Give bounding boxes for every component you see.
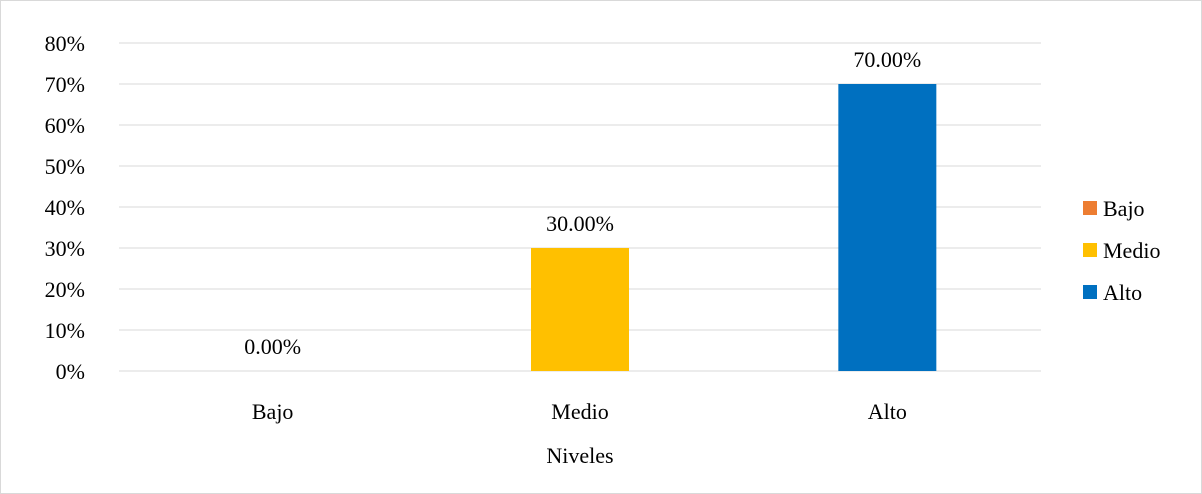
data-labels: 0.00% 30.00% 70.00% <box>244 47 921 359</box>
y-tick-label: 50% <box>45 154 85 179</box>
y-tick-label: 30% <box>45 236 85 261</box>
data-label-bajo: 0.00% <box>244 334 301 359</box>
legend-label-medio: Medio <box>1103 238 1160 263</box>
legend-swatch-bajo <box>1083 201 1097 215</box>
y-tick-label: 80% <box>45 31 85 56</box>
data-label-medio: 30.00% <box>546 211 614 236</box>
legend: Bajo Medio Alto <box>1083 196 1160 305</box>
y-tick-label: 70% <box>45 72 85 97</box>
x-axis-title: Niveles <box>546 443 613 468</box>
data-label-alto: 70.00% <box>853 47 921 72</box>
y-tick-label: 40% <box>45 195 85 220</box>
legend-swatch-medio <box>1083 243 1097 257</box>
y-tick-label: 10% <box>45 318 85 343</box>
y-tick-label: 0% <box>56 359 85 384</box>
y-axis-tick-labels: 0% 10% 20% 30% 40% 50% 60% 70% 80% <box>45 31 85 384</box>
x-tick-label-medio: Medio <box>551 399 608 424</box>
x-axis-category-labels: Bajo Medio Alto <box>252 399 907 424</box>
bar-alto <box>838 84 937 371</box>
x-tick-label-bajo: Bajo <box>252 399 294 424</box>
x-tick-label-alto: Alto <box>868 399 907 424</box>
legend-label-bajo: Bajo <box>1103 196 1145 221</box>
y-tick-label: 20% <box>45 277 85 302</box>
bar-medio <box>531 248 629 371</box>
y-tick-label: 60% <box>45 113 85 138</box>
gridlines <box>119 42 1041 372</box>
bars <box>531 84 937 371</box>
legend-label-alto: Alto <box>1103 280 1142 305</box>
legend-swatch-alto <box>1083 285 1097 299</box>
